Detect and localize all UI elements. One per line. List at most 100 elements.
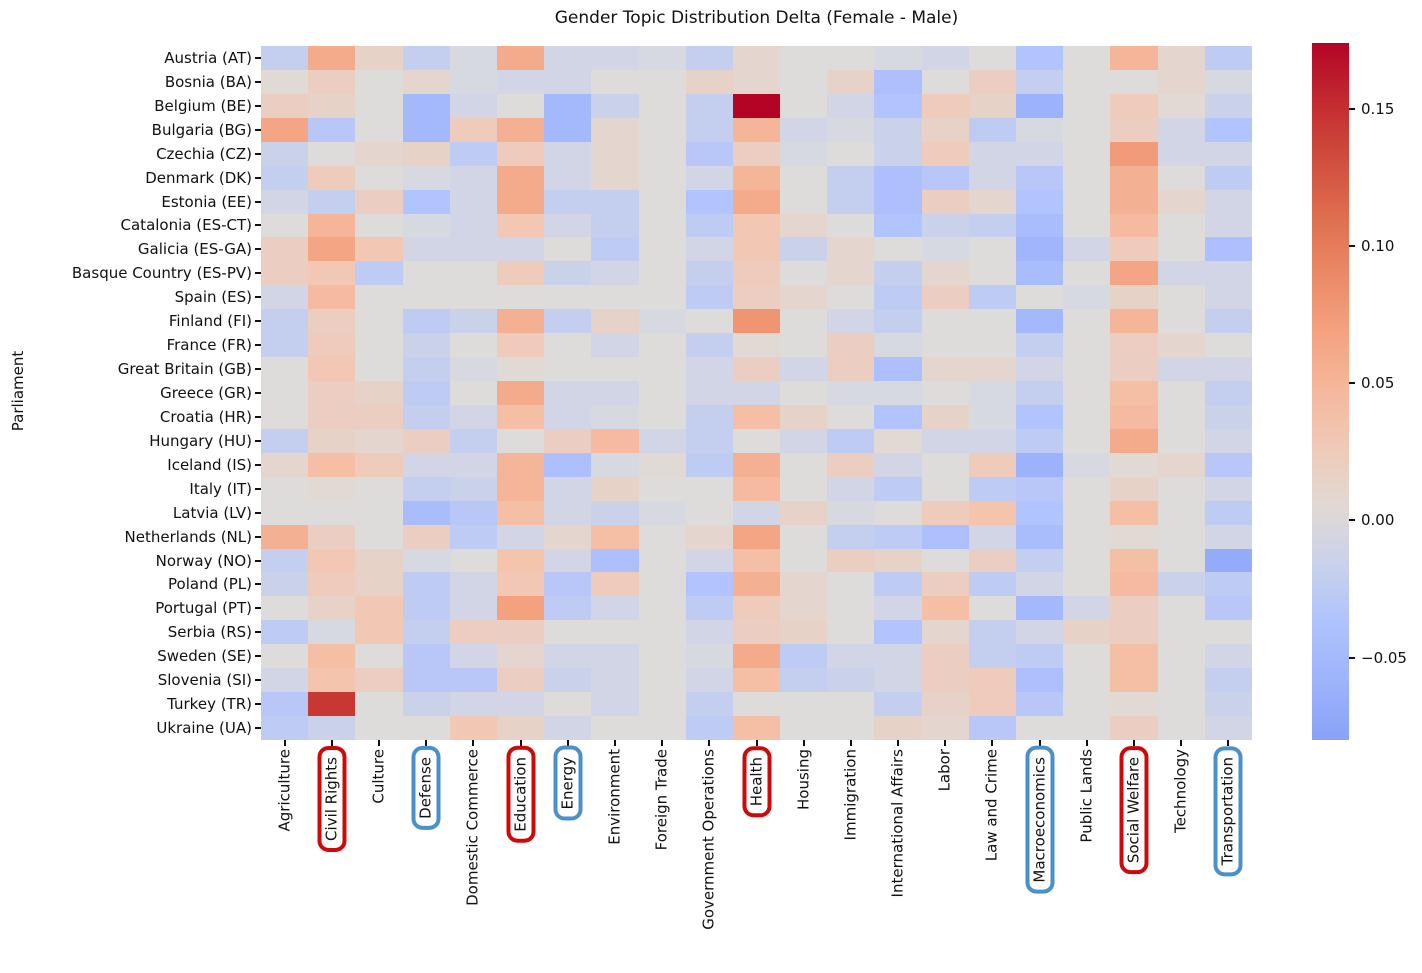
heatmap-cell	[732, 500, 781, 525]
heatmap-cell	[449, 357, 497, 382]
heatmap-cell	[1157, 476, 1205, 501]
heatmap-cell	[638, 46, 686, 70]
heatmap-cell	[544, 644, 592, 669]
x-tick-label-blue-circled: Macroeconomics	[1025, 746, 1055, 894]
heatmap-cell	[1063, 189, 1111, 214]
heatmap-cell	[874, 644, 922, 669]
heatmap-cell	[308, 333, 356, 358]
heatmap-cell	[968, 117, 1017, 142]
heatmap-cell	[496, 692, 545, 717]
heatmap-cell	[496, 716, 545, 740]
heatmap-cell	[1110, 548, 1158, 573]
heatmap-cell	[827, 261, 875, 286]
heatmap-cell	[544, 548, 592, 573]
y-tick-label: Portugal (PT)	[155, 599, 252, 618]
x-tick-label: Government Operations	[699, 749, 718, 930]
heatmap-cell	[732, 213, 781, 238]
heatmap-cell	[402, 213, 450, 238]
heatmap-cell	[1157, 261, 1205, 286]
heatmap-cell	[1063, 69, 1111, 94]
y-tick-mark	[255, 392, 261, 394]
heatmap-cell	[1016, 237, 1064, 262]
heatmap-cell	[544, 237, 592, 262]
y-tick-mark	[255, 128, 261, 131]
heatmap-cell	[1016, 381, 1064, 405]
heatmap-cell	[544, 285, 592, 310]
heatmap-cell	[402, 189, 450, 214]
y-tick-mark	[255, 176, 261, 179]
heatmap-cell	[544, 261, 592, 286]
heatmap-cell	[780, 46, 828, 70]
heatmap-cell	[732, 476, 781, 501]
heatmap-cell	[921, 500, 969, 525]
heatmap-cell	[921, 117, 969, 142]
x-tick-mark	[1085, 740, 1088, 746]
heatmap-cell	[261, 428, 309, 453]
heatmap-cell	[921, 357, 969, 382]
heatmap-cell	[780, 572, 828, 597]
x-tick: Energy	[553, 746, 583, 825]
heatmap-cell	[732, 309, 781, 334]
heatmap-cell	[1157, 572, 1205, 597]
heatmap-cell	[968, 620, 1017, 645]
heatmap-cell	[1110, 452, 1158, 477]
heatmap-cell	[544, 189, 592, 214]
heatmap-cell	[780, 165, 828, 190]
heatmap-cell	[1016, 404, 1064, 429]
heatmap-cell	[544, 596, 592, 621]
heatmap-cell	[1016, 500, 1064, 525]
heatmap-cell	[638, 692, 686, 717]
heatmap-cell	[1110, 596, 1158, 621]
heatmap-cell	[591, 428, 639, 453]
heatmap-cell	[1204, 285, 1252, 310]
heatmap-cell	[685, 716, 733, 740]
heatmap-cell	[449, 476, 497, 501]
heatmap-cell	[1110, 428, 1158, 453]
heatmap-cell	[1204, 357, 1252, 382]
heatmap-cell	[780, 548, 828, 573]
heatmap-cell	[968, 596, 1017, 621]
heatmap-cell	[355, 500, 403, 525]
heatmap-cell	[638, 620, 686, 645]
heatmap-cell	[544, 69, 592, 94]
heatmap-cell	[496, 452, 545, 477]
y-tick-label: France (FR)	[166, 336, 252, 355]
y-tick-label: Greece (GR)	[160, 384, 252, 402]
x-tick-mark	[377, 740, 380, 746]
heatmap-cell	[1016, 46, 1064, 70]
heatmap-cell	[1016, 93, 1064, 118]
heatmap-cell	[1016, 333, 1064, 358]
y-tick-label: Ukraine (UA)	[156, 719, 252, 738]
heatmap-cell	[732, 237, 781, 262]
x-tick-mark	[1133, 740, 1136, 746]
heatmap-cell	[921, 404, 969, 429]
heatmap-cell	[968, 237, 1017, 262]
heatmap-cell	[1157, 620, 1205, 645]
heatmap-cell	[827, 381, 875, 405]
heatmap-cell	[874, 620, 922, 645]
heatmap-cell	[449, 237, 497, 262]
heatmap-cell	[638, 716, 686, 740]
heatmap-cell	[355, 213, 403, 238]
colorbar-tick-label: 0.05	[1361, 374, 1395, 393]
y-tick-label: Basque Country (ES-PV)	[71, 264, 252, 283]
heatmap-cell	[1204, 165, 1252, 190]
heatmap-cell	[1016, 716, 1064, 740]
heatmap-cell	[449, 428, 497, 453]
heatmap-cell	[449, 452, 497, 477]
heatmap-cell	[1157, 524, 1205, 549]
y-tick-mark	[255, 104, 261, 107]
heatmap-cell	[968, 404, 1017, 429]
heatmap-cell	[732, 524, 781, 549]
heatmap-cell	[921, 69, 969, 94]
heatmap-cell	[402, 572, 450, 597]
heatmap-cell	[591, 620, 639, 645]
heatmap-cell	[355, 309, 403, 334]
heatmap-cell	[874, 572, 922, 597]
heatmap-cell	[1063, 572, 1111, 597]
heatmap-cell	[827, 524, 875, 549]
heatmap-cell	[874, 548, 922, 573]
heatmap-cell	[591, 261, 639, 286]
heatmap-cell	[496, 189, 545, 214]
heatmap-cell	[496, 93, 545, 118]
